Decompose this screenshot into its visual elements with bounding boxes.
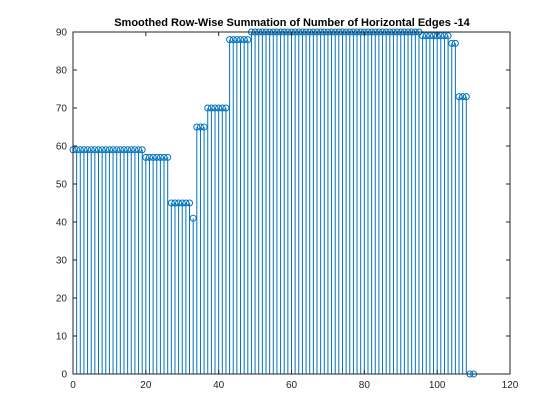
stem-marker [207, 104, 215, 112]
stem-marker [244, 36, 252, 44]
stem-marker [171, 199, 179, 207]
stem-marker [455, 93, 463, 101]
x-tick-label: 80 [359, 380, 371, 391]
stem-marker [448, 39, 456, 47]
stem-marker [462, 93, 470, 101]
stem-marker [196, 123, 204, 131]
stem-marker [437, 32, 445, 40]
stem-marker [164, 153, 172, 161]
stem-marker [135, 146, 143, 154]
x-tick-label: 120 [502, 380, 519, 391]
chart-title: Smoothed Row-Wise Summation of Number of… [114, 17, 470, 29]
stem-marker [200, 123, 208, 131]
y-tick-label: 90 [56, 28, 68, 39]
x-tick-label: 100 [429, 380, 446, 391]
stem-marker [156, 153, 164, 161]
plot-area-frame [72, 31, 511, 375]
stem-marker [94, 146, 102, 154]
stem-marker [113, 146, 121, 154]
stem-marker [84, 146, 92, 154]
stem-marker [142, 153, 150, 161]
y-axis-ticks: 0 10 20 30 40 50 60 70 80 90 [56, 28, 510, 381]
stem-marker [73, 146, 81, 154]
stem-marker [459, 93, 467, 101]
stem-marker [226, 36, 234, 44]
stem-marker [430, 32, 438, 40]
stem-marker [175, 199, 183, 207]
y-tick-label: 80 [56, 66, 68, 77]
stem-marker [204, 104, 212, 112]
stem-marker [193, 123, 201, 131]
stem-series [69, 28, 478, 378]
stem-marker [160, 153, 168, 161]
stem-marker [138, 146, 146, 154]
stem-marker [422, 32, 430, 40]
y-tick-label: 50 [56, 180, 68, 191]
stem-marker [186, 199, 194, 207]
y-tick-label: 30 [56, 256, 68, 267]
x-tick-label: 60 [286, 380, 298, 391]
stem-marker [149, 153, 157, 161]
y-tick-label: 60 [56, 142, 68, 153]
stem-marker [167, 199, 175, 207]
stem-marker [98, 146, 106, 154]
stem-marker [240, 36, 248, 44]
stem-marker [419, 32, 427, 40]
stem-marker [91, 146, 99, 154]
y-tick-label: 40 [56, 218, 68, 229]
stem-marker [440, 32, 448, 40]
stem-marker [116, 146, 124, 154]
stem-marker [444, 32, 452, 40]
stem-marker [182, 199, 190, 207]
stem-marker [87, 146, 95, 154]
stem-marker [153, 153, 161, 161]
stem-marker [222, 104, 230, 112]
y-tick-label: 0 [61, 370, 67, 381]
stem-marker [120, 146, 128, 154]
stem-marker [451, 39, 459, 47]
stem-marker [218, 104, 226, 112]
stem-marker [102, 146, 110, 154]
stem-marker [131, 146, 139, 154]
x-tick-label: 20 [140, 380, 152, 391]
stem-marker [127, 146, 135, 154]
stem-marker [105, 146, 113, 154]
stem-marker [426, 32, 434, 40]
y-tick-label: 20 [56, 294, 68, 305]
stem-marker [124, 146, 132, 154]
x-tick-label: 40 [213, 380, 225, 391]
y-tick-label: 70 [56, 104, 68, 115]
stem-marker [233, 36, 241, 44]
stem-marker [76, 146, 84, 154]
stem-marker [109, 146, 117, 154]
y-tick-label: 10 [56, 332, 68, 343]
stem-marker [178, 199, 186, 207]
stem-marker [215, 104, 223, 112]
stem-marker [80, 146, 88, 154]
stem-marker [229, 36, 237, 44]
stem-marker [211, 104, 219, 112]
stem-marker [189, 214, 197, 222]
x-tick-label: 0 [70, 380, 76, 391]
stem-marker [145, 153, 153, 161]
stem-marker [237, 36, 245, 44]
